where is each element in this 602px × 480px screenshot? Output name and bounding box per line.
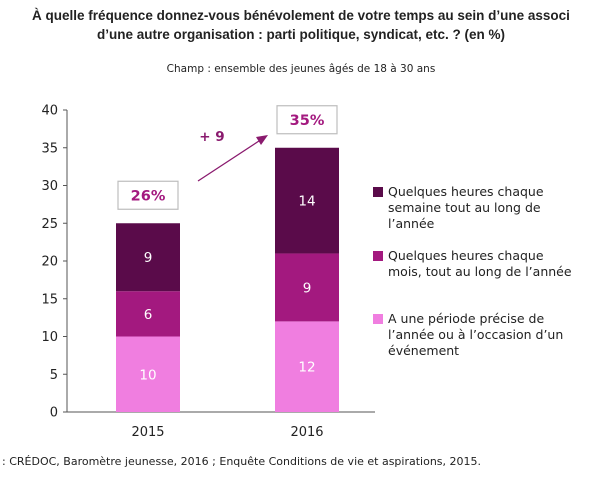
x-tick-label: 2016 <box>290 425 323 440</box>
x-tick-label: 2015 <box>131 425 164 440</box>
y-tick-label: 5 <box>50 368 58 383</box>
total-label: 26% <box>131 188 166 204</box>
bar-segment <box>116 223 180 292</box>
legend-label: Quelques heures chaque mois, tout au long… <box>388 248 572 279</box>
growth-annotation: + 9 <box>199 129 224 145</box>
y-tick-label: 30 <box>41 179 58 194</box>
total-label: 35% <box>290 113 325 129</box>
data-label: 9 <box>303 280 312 296</box>
chart-title-line-1: À quelle fréquence donnez-vous bénévolem… <box>32 8 570 23</box>
data-label: 14 <box>298 194 315 210</box>
total-box <box>276 105 338 135</box>
legend-label: Quelques heures chaque semaine tout au lo… <box>388 184 544 231</box>
chart-title: À quelle fréquence donnez-vous bénévolem… <box>0 6 602 44</box>
y-tick-label: 15 <box>41 292 58 307</box>
y-tick-label: 25 <box>41 217 58 232</box>
growth-arrow-line <box>197 138 263 182</box>
y-tick-label: 20 <box>41 255 58 270</box>
legend-swatch <box>373 187 383 197</box>
legend-swatch <box>373 251 383 261</box>
y-tick-label: 35 <box>41 141 58 156</box>
bar-segment <box>275 321 339 412</box>
data-label: 6 <box>144 307 153 323</box>
data-label: 10 <box>139 367 156 383</box>
bar-segment <box>116 291 180 337</box>
source-note: : CRÉDOC, Baromètre jeunesse, 2016 ; Enq… <box>2 455 482 468</box>
data-label: 9 <box>144 250 153 266</box>
total-box <box>117 180 179 210</box>
data-label: 12 <box>298 360 315 376</box>
legend-label: A une période précise de l’année ou à l’o… <box>388 311 563 358</box>
y-tick-label: 10 <box>41 330 58 345</box>
chart-title-line-2: d’une autre organisation : parti politiq… <box>96 27 506 42</box>
bar-segment <box>116 336 180 412</box>
legend-swatch <box>373 314 383 324</box>
y-tick-label: 40 <box>41 104 58 119</box>
stacked-bar-chart: 0 5 10 15 20 25 30 35 40 10 6 9 2015 26% 12 9 14 2016 35% +… <box>41 104 572 441</box>
growth-arrow-head <box>256 135 268 145</box>
bar-segment <box>275 147 339 254</box>
y-tick-label: 0 <box>50 406 58 421</box>
chart-subtitle: Champ : ensemble des jeunes âgés de 18 à… <box>166 63 436 75</box>
bar-segment <box>275 253 339 322</box>
